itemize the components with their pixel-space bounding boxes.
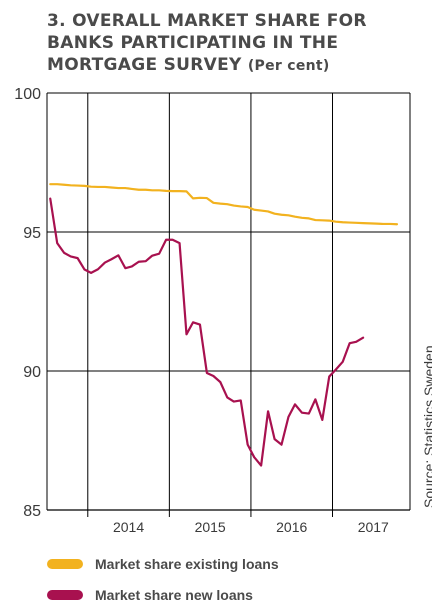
x-tick-label-2015: 2015 xyxy=(195,519,226,535)
y-tick-label-90: 90 xyxy=(23,364,41,381)
legend-label-new-loans: Market share new loans xyxy=(95,587,253,603)
series-line-existing-loans xyxy=(49,183,399,226)
chart-title: 3. OVERALL MARKET SHARE FOR BANKS PARTIC… xyxy=(47,10,427,77)
chart-title-unit: (Per cent) xyxy=(247,58,330,74)
legend-label-existing-loans: Market share existing loans xyxy=(95,556,279,572)
source-note: Source: Statistics Sweden. xyxy=(421,341,432,508)
series-line-new-loans xyxy=(49,197,365,467)
legend-swatch-existing-loans xyxy=(47,559,83,569)
legend-swatch-new-loans xyxy=(47,590,83,600)
chart-title-text: 3. OVERALL MARKET SHARE FOR BANKS PARTIC… xyxy=(47,11,367,75)
x-tick-label-2016: 2016 xyxy=(276,519,307,535)
x-tick-label-2017: 2017 xyxy=(358,519,389,535)
y-tick-label-85: 85 xyxy=(23,503,41,520)
y-tick-label-100: 100 xyxy=(14,86,41,103)
y-tick-label-95: 95 xyxy=(23,225,41,242)
x-tick-label-2014: 2014 xyxy=(113,519,144,535)
